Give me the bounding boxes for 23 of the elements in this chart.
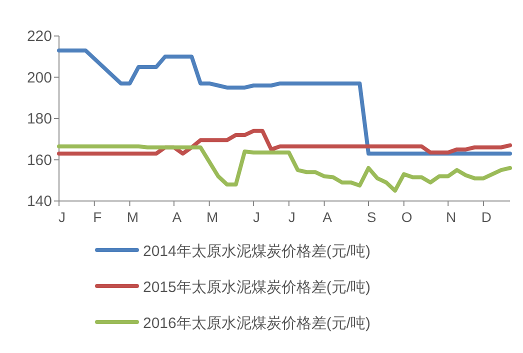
- legend-label: 2015年太原水泥煤炭价格差(元/吨): [143, 279, 371, 296]
- x-tick-label: J: [288, 209, 296, 225]
- x-tick-label: A: [322, 209, 333, 225]
- line-series: [57, 48, 512, 156]
- y-tick-label: 200: [26, 69, 52, 86]
- line-series: [57, 128, 512, 156]
- x-tick-label: O: [401, 209, 412, 225]
- x-tick-label: J: [253, 209, 260, 225]
- legend-label: 2016年太原水泥煤炭价格差(元/吨): [143, 315, 371, 332]
- legend-label: 2014年太原水泥煤炭价格差(元/吨): [143, 243, 371, 260]
- y-tick-label: 160: [26, 152, 52, 169]
- y-tick-label: 140: [26, 193, 52, 210]
- x-tick-label: A: [172, 209, 182, 225]
- x-tick-label: F: [93, 209, 102, 225]
- x-tick-label: M: [126, 209, 139, 225]
- x-tick-label: J: [58, 209, 66, 225]
- line-series: [57, 144, 512, 193]
- y-tick-label: 220: [26, 28, 52, 45]
- x-tick-label: D: [481, 209, 492, 225]
- x-tick-label: S: [366, 209, 376, 225]
- y-tick-label: 180: [26, 110, 52, 128]
- x-tick-label: M: [206, 209, 218, 225]
- x-tick-label: N: [446, 209, 456, 225]
